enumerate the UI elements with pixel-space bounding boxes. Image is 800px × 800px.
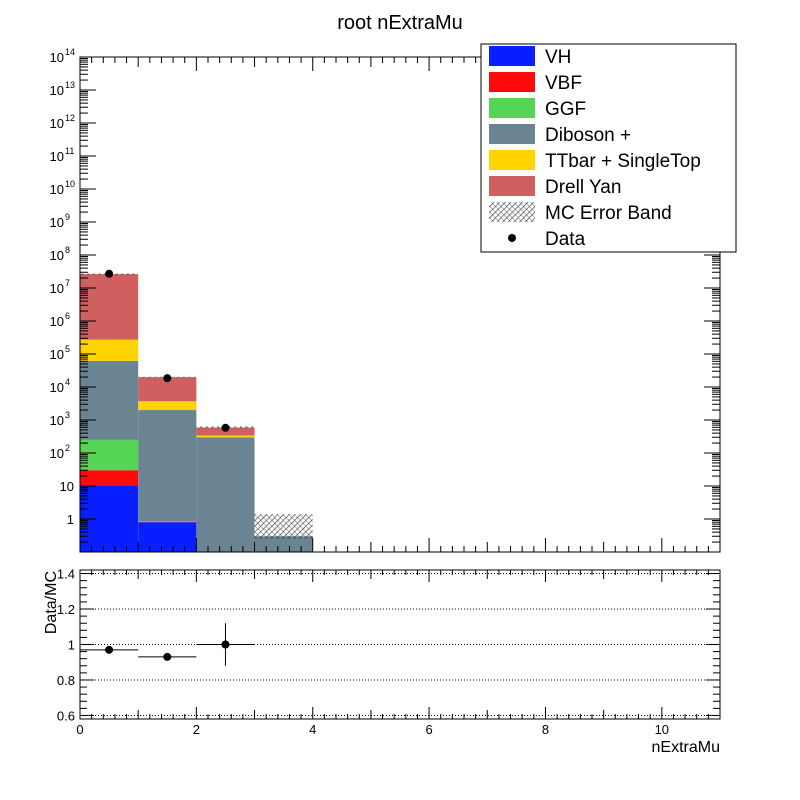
- main-y-tick-label: 10: [50, 347, 64, 362]
- ratio-y-tick-label: 1: [68, 638, 75, 653]
- main-y-tick-exponent: 7: [65, 278, 70, 288]
- main-y-tick-exponent: 4: [65, 377, 70, 387]
- legend-entry-diboson-swatch: [489, 124, 535, 144]
- legend-entry-vbf-swatch: [489, 72, 535, 92]
- data-point-0: [105, 269, 114, 278]
- ratio-x-tick-label: 0: [76, 722, 83, 737]
- main-y-tick-exponent: 10: [65, 179, 75, 189]
- main-y-tick-label: 10: [50, 281, 64, 296]
- legend-entry-drell-yan-swatch: [489, 176, 535, 196]
- legend-entry-drell-yan-label: Drell Yan: [545, 177, 621, 198]
- legend-entry-ggf-swatch: [489, 98, 535, 118]
- legend-entry-mc-error-band-swatch-cross: [489, 202, 535, 222]
- main-y-tick-label: 1: [67, 512, 74, 527]
- bar-diboson-bin0: [80, 360, 139, 440]
- main-y-tick-exponent: 11: [65, 146, 74, 156]
- mc-error-band-cross-bin3: [254, 514, 313, 539]
- bar-diboson-bin2: [196, 437, 255, 552]
- ratio-point-2: [221, 640, 230, 649]
- ratio-y-tick-label: 0.8: [57, 673, 75, 688]
- ratio-x-tick-label: 2: [193, 722, 200, 737]
- ratio-y-tick-label: 1.4: [57, 567, 75, 582]
- legend-entry-vh-swatch: [489, 46, 535, 66]
- main-y-tick-label: 10: [50, 413, 64, 428]
- main-y-tick-label: 10: [50, 380, 64, 395]
- main-y-tick-label: 10: [50, 215, 64, 230]
- ratio-point-1: [163, 652, 172, 661]
- ratio-frame: [79, 569, 721, 720]
- ratio-y-axis-label: Data/MC: [43, 571, 60, 634]
- main-y-tick-exponent: 12: [65, 113, 75, 123]
- legend-entry-ttbar-singletop-swatch: [489, 150, 535, 170]
- ratio-y-tick-label: 0.6: [57, 708, 75, 723]
- main-y-tick-label: 10: [60, 479, 74, 494]
- ratio-x-tick-label: 6: [425, 722, 432, 737]
- main-y-tick-exponent: 3: [65, 410, 70, 420]
- legend-entry-vh-label: VH: [545, 47, 571, 68]
- main-y-tick-exponent: 2: [65, 443, 70, 453]
- bar-diboson-bin1: [138, 410, 197, 522]
- main-frame: [79, 56, 721, 553]
- data-point-1: [163, 374, 172, 383]
- ratio-x-tick-label: 10: [655, 722, 669, 737]
- ratio-x-tick-label: 4: [309, 722, 316, 737]
- data-point-2: [221, 423, 230, 432]
- bar-vbf-bin0: [80, 470, 139, 486]
- main-y-tick-label: 10: [50, 149, 64, 164]
- main-y-tick-exponent: 5: [65, 344, 70, 354]
- main-y-tick-label: 10: [50, 182, 64, 197]
- main-y-tick-exponent: 9: [65, 212, 70, 222]
- ratio-panel: 0.6 0.8 1 1.2 1.4 0 2 4 6 8 10 Data/MC nExtraMu: [43, 567, 721, 756]
- bar-vbf-bin1: [138, 521, 197, 523]
- bar-ttbar-bin1: [138, 401, 197, 411]
- main-y-tick-exponent: 8: [65, 245, 70, 255]
- main-y-tick-exponent: 6: [65, 311, 70, 321]
- bar-vh-bin1: [138, 522, 197, 552]
- ratio-plot-area: [80, 570, 720, 719]
- main-y-tick-label: 10: [50, 116, 64, 131]
- legend-entry-vbf-label: VBF: [545, 73, 582, 94]
- main-y-tick-exponent: 14: [65, 47, 75, 57]
- main-y-tick-label: 10: [50, 83, 64, 98]
- main-y-tick-label: 10: [50, 50, 64, 65]
- ratio-x-tick-label: 8: [542, 722, 549, 737]
- legend: VH VBF GGF Diboson + TTbar + SingleTop Drell …: [480, 43, 737, 253]
- ratio-point-0: [105, 645, 114, 654]
- legend-entry-ttbar-singletop-label: TTbar + SingleTop: [545, 151, 701, 172]
- bar-ggf-bin0: [80, 439, 139, 471]
- bar-drellyan-bin1: [138, 377, 197, 402]
- bar-drellyan-bin0: [80, 274, 139, 340]
- bar-ttbar-bin0: [80, 339, 139, 361]
- bar-diboson-bin3: [254, 536, 313, 552]
- legend-entry-mc-error-band-label: MC Error Band: [545, 203, 672, 224]
- x-axis-label: nExtraMu: [652, 739, 720, 756]
- ratio-y-tick-label: 1.2: [57, 602, 75, 617]
- legend-entry-diboson-label: Diboson +: [545, 125, 631, 146]
- main-y-tick-exponent: 13: [65, 80, 75, 90]
- main-y-tick-label: 10: [50, 446, 64, 461]
- main-y-tick-label: 10: [50, 248, 64, 263]
- main-y-tick-label: 10: [50, 314, 64, 329]
- chart-title: root nExtraMu: [337, 12, 463, 34]
- bar-ttbar-bin2: [196, 435, 255, 438]
- legend-entry-data-label: Data: [545, 229, 586, 250]
- legend-entry-ggf-label: GGF: [545, 99, 586, 120]
- legend-entry-data-marker: [508, 234, 516, 242]
